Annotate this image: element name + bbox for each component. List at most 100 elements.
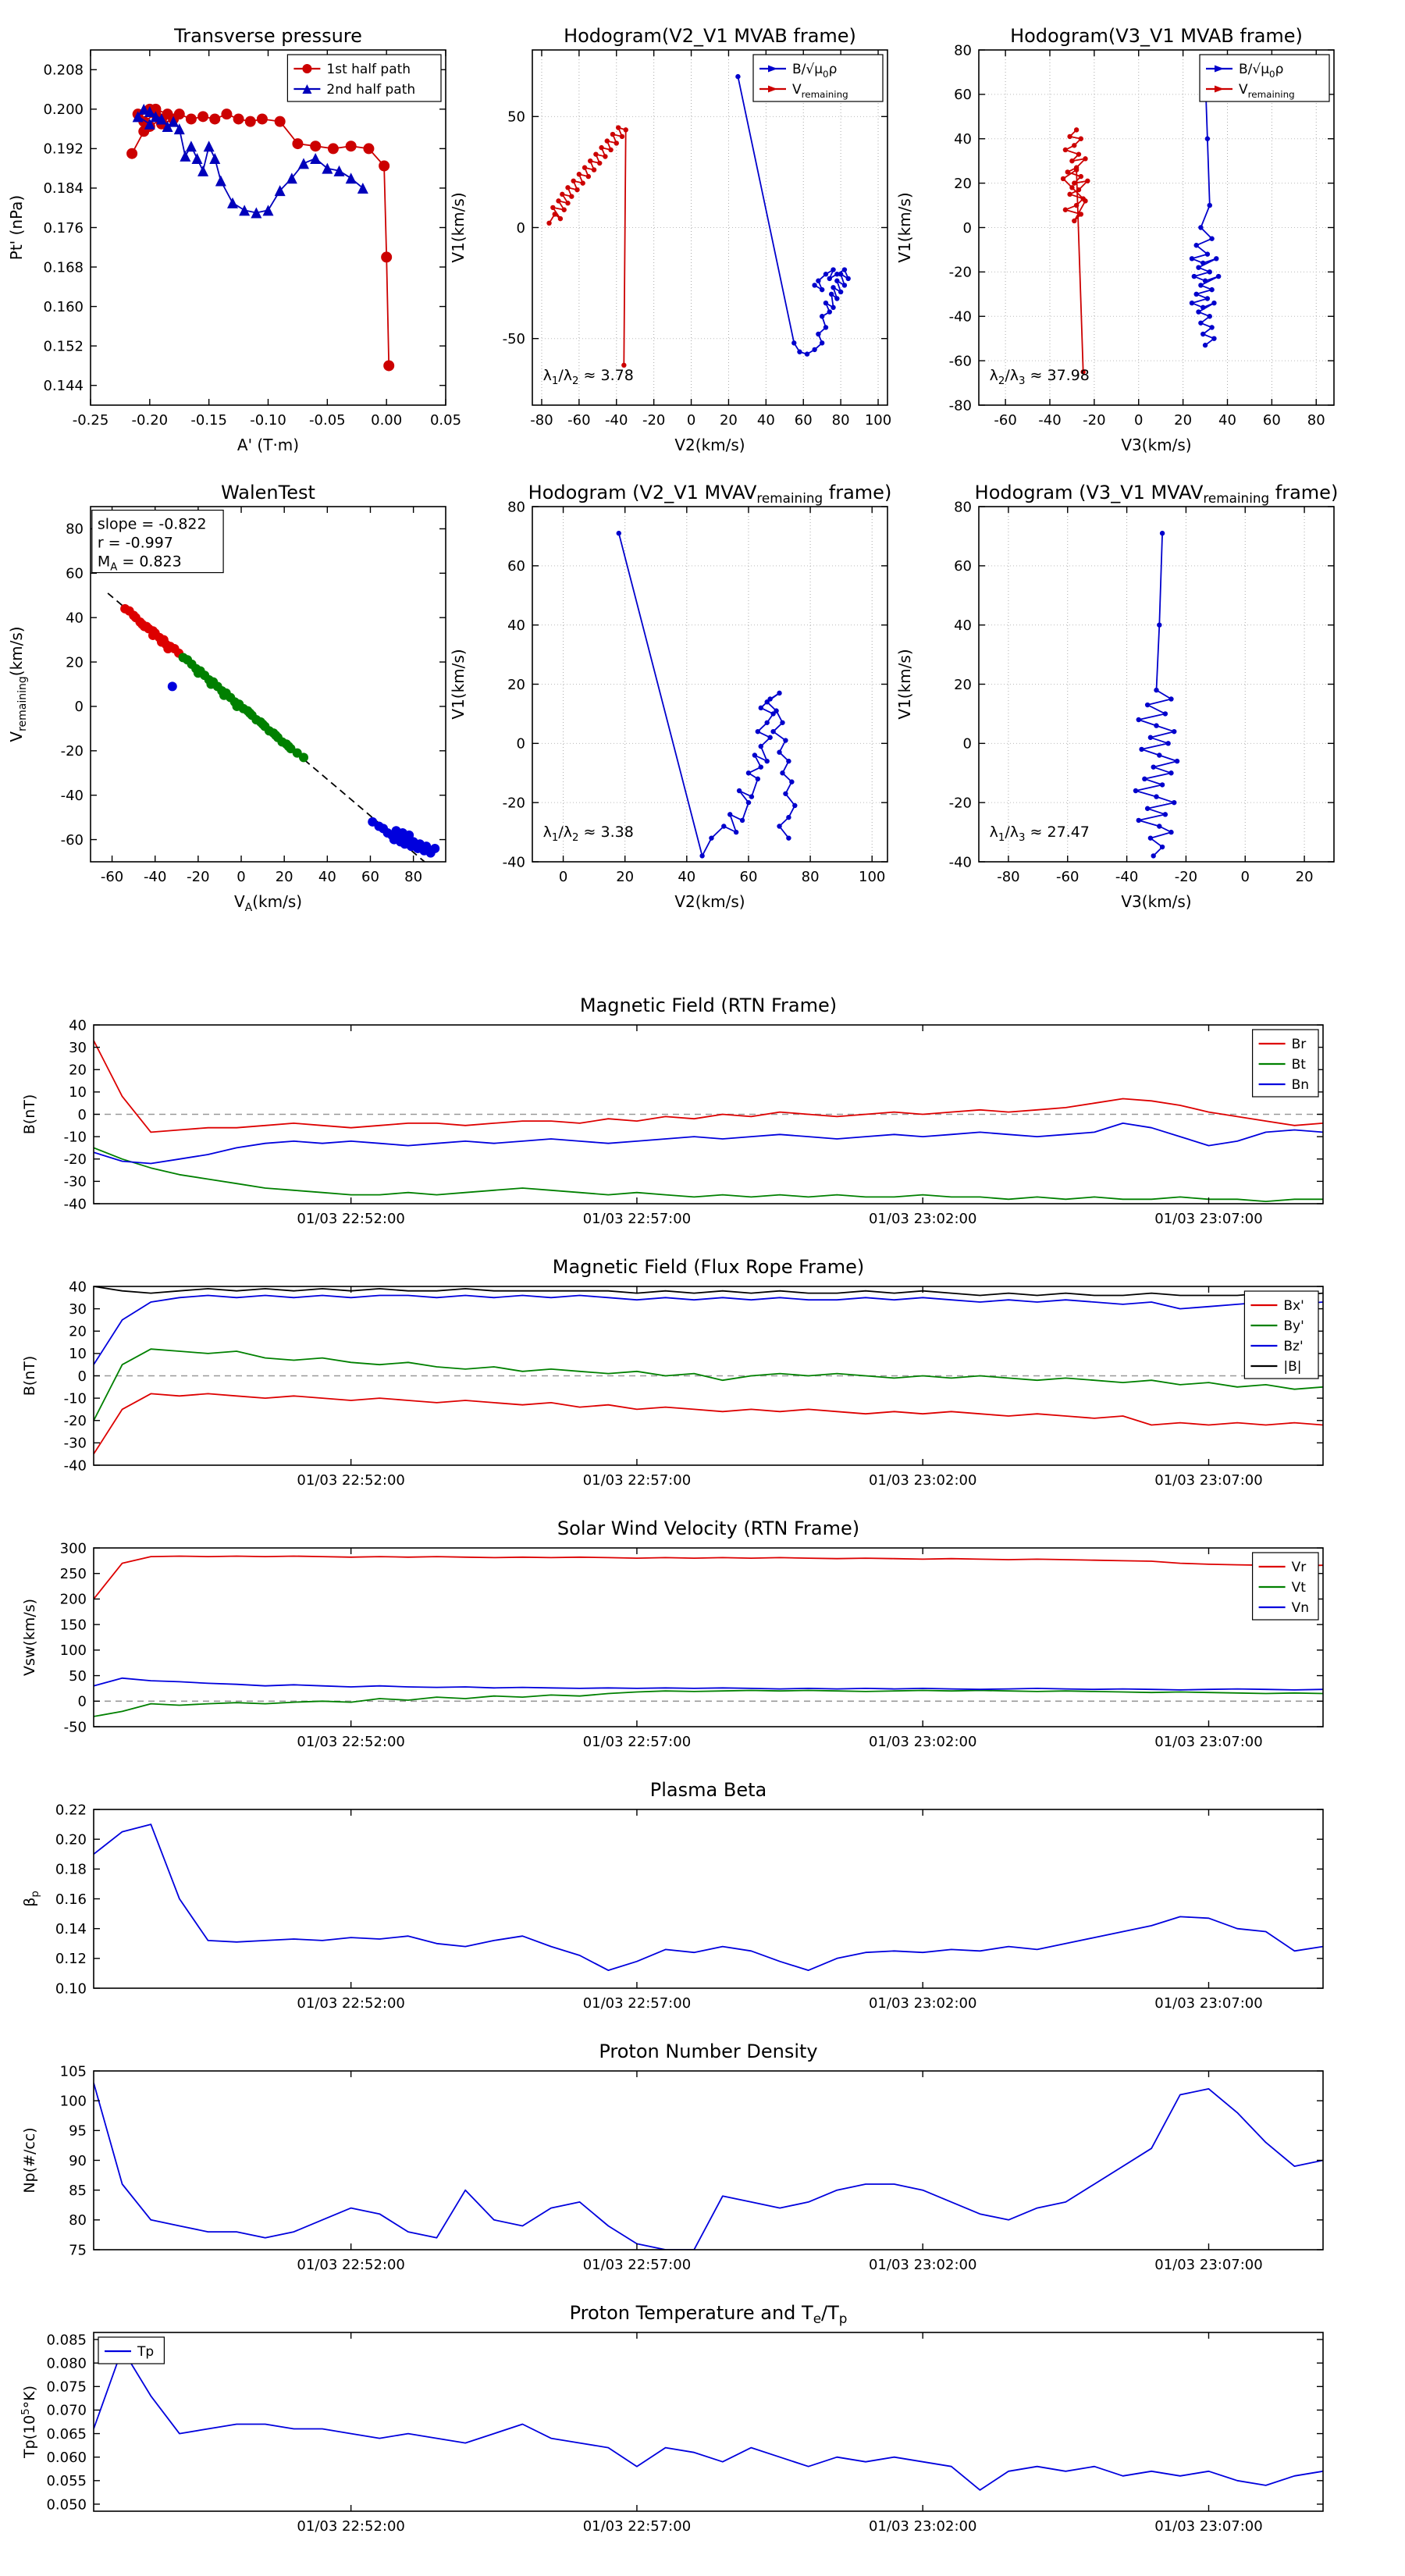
series-b-over-sqrt-mu0-rho bbox=[735, 73, 851, 357]
svg-text:Bx': Bx' bbox=[1283, 1298, 1304, 1314]
svg-text:-20: -20 bbox=[64, 1151, 87, 1168]
svg-text:-40: -40 bbox=[503, 854, 525, 870]
svg-text:80: 80 bbox=[404, 869, 422, 885]
svg-text:50: 50 bbox=[69, 1668, 87, 1685]
axis-ticks: 01/03 22:52:00 01/03 22:57:00 01/03 23:02:… bbox=[60, 2063, 1323, 2273]
svg-text:-50: -50 bbox=[64, 1719, 87, 1735]
svg-text:20: 20 bbox=[66, 654, 84, 671]
y-axis-label: Vremaining(km/s) bbox=[7, 626, 29, 742]
series-layer bbox=[1060, 73, 1222, 375]
series-beta-p bbox=[94, 1823, 1323, 1971]
svg-text:-60: -60 bbox=[949, 353, 972, 369]
grid bbox=[532, 50, 887, 405]
svg-text:-20: -20 bbox=[64, 1413, 87, 1429]
svg-text:80: 80 bbox=[1307, 412, 1325, 429]
svg-text:01/03 23:02:00: 01/03 23:02:00 bbox=[869, 1995, 976, 2012]
svg-text:By': By' bbox=[1283, 1318, 1304, 1334]
chart-plasma-beta: 01/03 22:52:00 01/03 22:57:00 01/03 23:02:… bbox=[21, 1779, 1324, 2012]
svg-text:80: 80 bbox=[832, 412, 850, 429]
series-b-over-sqrt-mu0-rho bbox=[1189, 73, 1222, 348]
svg-text:0.00: 0.00 bbox=[371, 412, 402, 429]
svg-text:0.085: 0.085 bbox=[46, 2332, 87, 2348]
svg-text:-40: -40 bbox=[64, 1457, 87, 1474]
svg-text:40: 40 bbox=[757, 412, 775, 429]
series-v-remaining bbox=[546, 125, 628, 368]
series-middle-segment bbox=[178, 653, 308, 763]
svg-text:0.160: 0.160 bbox=[43, 299, 84, 315]
svg-text:Br: Br bbox=[1292, 1037, 1307, 1052]
svg-text:01/03 22:57:00: 01/03 22:57:00 bbox=[583, 1211, 691, 1227]
svg-text:20: 20 bbox=[69, 1062, 87, 1079]
x-axis-label: A' (T·m) bbox=[237, 436, 299, 454]
svg-text:-80: -80 bbox=[949, 397, 972, 414]
svg-text:Tp: Tp bbox=[137, 2344, 154, 2360]
svg-text:slope = -0.822: slope = -0.822 bbox=[98, 516, 207, 533]
svg-text:0.22: 0.22 bbox=[55, 1802, 87, 1818]
svg-text:100: 100 bbox=[859, 869, 885, 885]
series-layer bbox=[126, 103, 395, 372]
legend: B/√μ0ρ Vremaining bbox=[752, 54, 884, 102]
series-vt bbox=[94, 1689, 1323, 1717]
svg-text:95: 95 bbox=[69, 2123, 87, 2140]
svg-text:-30: -30 bbox=[64, 1174, 87, 1190]
svg-text:105: 105 bbox=[60, 2063, 87, 2080]
svg-text:-50: -50 bbox=[503, 331, 525, 347]
svg-text:01/03 23:02:00: 01/03 23:02:00 bbox=[869, 2257, 976, 2273]
y-axis-label: Np(#/cc) bbox=[21, 2127, 38, 2193]
axis-ticks: 01/03 22:52:00 01/03 22:57:00 01/03 23:02:… bbox=[46, 2332, 1323, 2535]
axes-frame bbox=[93, 1547, 1324, 1727]
svg-text:0.192: 0.192 bbox=[43, 141, 84, 158]
svg-text:B/√μ0ρ: B/√μ0ρ bbox=[1239, 62, 1283, 80]
series-layer bbox=[94, 1823, 1323, 1971]
svg-text:-0.05: -0.05 bbox=[309, 412, 346, 429]
svg-text:0: 0 bbox=[78, 1368, 87, 1385]
chart-proton-number-density: 01/03 22:52:00 01/03 22:57:00 01/03 23:02:… bbox=[21, 2041, 1324, 2273]
series-bz- bbox=[94, 1294, 1323, 1365]
svg-text:-30: -30 bbox=[64, 1436, 87, 1452]
axis-ticks: 01/03 22:52:00 01/03 22:57:00 01/03 23:02:… bbox=[55, 1802, 1323, 2012]
y-axis-label: Tp(105°K) bbox=[20, 2386, 38, 2459]
svg-text:30: 30 bbox=[69, 1040, 87, 1056]
svg-text:Bz': Bz' bbox=[1283, 1339, 1303, 1354]
svg-text:-10: -10 bbox=[64, 1129, 87, 1145]
svg-text:0: 0 bbox=[517, 220, 525, 237]
chart-title: Proton Temperature and Te/Tp bbox=[570, 2302, 848, 2326]
series-np bbox=[94, 2083, 1323, 2250]
svg-text:20: 20 bbox=[1296, 869, 1314, 885]
chart-title: Magnetic Field (RTN Frame) bbox=[580, 994, 837, 1016]
svg-text:Vn: Vn bbox=[1292, 1600, 1309, 1616]
chart-title: Hodogram (V2_V1 MVAVremaining frame) bbox=[528, 482, 892, 506]
svg-text:40: 40 bbox=[954, 131, 972, 148]
series-last-segment bbox=[167, 681, 440, 858]
svg-text:40: 40 bbox=[507, 617, 525, 634]
svg-text:50: 50 bbox=[507, 109, 525, 126]
svg-text:0.152: 0.152 bbox=[43, 338, 84, 354]
svg-text:0.060: 0.060 bbox=[46, 2450, 87, 2466]
svg-text:λ1/λ2 ≈ 3.38: λ1/λ2 ≈ 3.38 bbox=[543, 824, 634, 844]
series-layer bbox=[94, 1286, 1323, 1455]
series-layer bbox=[94, 2083, 1323, 2250]
y-axis-label: βp bbox=[21, 1891, 41, 1907]
annotation: λ1/λ3 ≈ 27.47 bbox=[990, 824, 1090, 844]
svg-text:0.168: 0.168 bbox=[43, 259, 84, 276]
svg-text:-60: -60 bbox=[101, 869, 123, 885]
svg-text:01/03 22:57:00: 01/03 22:57:00 bbox=[583, 2518, 691, 2535]
svg-text:Bn: Bn bbox=[1292, 1077, 1309, 1093]
x-axis-label: V2(km/s) bbox=[674, 436, 745, 454]
svg-text:0.20: 0.20 bbox=[55, 1831, 87, 1848]
svg-text:0.144: 0.144 bbox=[43, 378, 84, 394]
chart-title: Plasma Beta bbox=[650, 1779, 767, 1801]
svg-text:01/03 22:52:00: 01/03 22:52:00 bbox=[297, 2518, 404, 2535]
svg-text:01/03 23:02:00: 01/03 23:02:00 bbox=[869, 1211, 976, 1227]
svg-text:200: 200 bbox=[60, 1592, 87, 1608]
svg-text:-20: -20 bbox=[503, 795, 525, 811]
svg-text:-20: -20 bbox=[1083, 412, 1105, 429]
svg-text:40: 40 bbox=[954, 617, 972, 634]
svg-text:-40: -40 bbox=[144, 869, 166, 885]
svg-text:01/03 23:02:00: 01/03 23:02:00 bbox=[869, 2518, 976, 2535]
svg-text:0.05: 0.05 bbox=[430, 412, 461, 429]
svg-text:60: 60 bbox=[795, 412, 813, 429]
svg-text:60: 60 bbox=[954, 87, 972, 103]
svg-text:85: 85 bbox=[69, 2183, 87, 2199]
svg-text:Vremaining: Vremaining bbox=[792, 82, 848, 100]
